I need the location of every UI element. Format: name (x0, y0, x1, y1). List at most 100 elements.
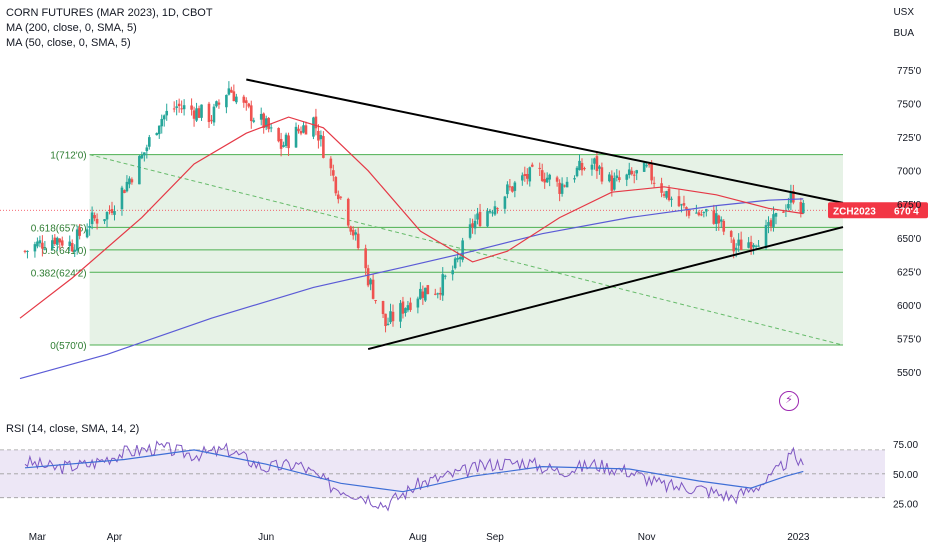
candle-body (75, 229, 79, 251)
candle-body (573, 178, 576, 180)
candle-body (608, 174, 611, 182)
candle-body (33, 244, 37, 252)
candle-body (662, 194, 666, 196)
candle-body (312, 117, 315, 137)
ma50-legend: MA (50, close, 0, SMA, 5) (6, 37, 131, 49)
y-tick-label: 725'0 (897, 133, 922, 144)
ma200-legend: MA (200, close, 0, SMA, 5) (6, 22, 137, 34)
candle-body (667, 188, 671, 201)
candle-body (125, 181, 129, 192)
price-tag: ZCH2023 670'4 (828, 202, 928, 219)
candle-body (421, 291, 425, 298)
candle-body (404, 308, 407, 314)
candle-body (511, 186, 514, 192)
candle-body (95, 218, 99, 224)
unit-label: BUA (893, 28, 914, 39)
candle-body (670, 198, 673, 200)
candle-body (737, 239, 740, 246)
candle-body (409, 302, 412, 310)
candle-body (506, 184, 509, 195)
candle-body (593, 158, 596, 164)
ma200-line (19, 198, 804, 380)
candle-body (555, 177, 559, 182)
candle-body (687, 210, 691, 216)
candle-body (630, 170, 634, 175)
candle-body (43, 248, 47, 250)
candle-body (329, 158, 333, 169)
candle-body (195, 108, 198, 121)
candle-body (610, 175, 614, 191)
candle-body (337, 194, 340, 200)
candle-body (712, 210, 716, 224)
candle-body (702, 212, 706, 214)
lightning-icon[interactable]: ⚡ (779, 391, 799, 411)
candle-body (486, 211, 489, 227)
candle-body (458, 257, 462, 260)
candle-body (575, 167, 579, 177)
candle-body (38, 240, 42, 244)
candle-body (774, 212, 778, 217)
candle-body (642, 162, 646, 172)
candle-body (26, 250, 29, 252)
candle-body (157, 125, 161, 135)
candle-body (769, 220, 773, 227)
candle-body (105, 212, 109, 220)
y-tick-label: 625'0 (897, 267, 922, 278)
x-tick-label: Apr (107, 532, 123, 543)
candle-body (264, 118, 268, 128)
candle-body (530, 164, 534, 167)
rsi-legend: RSI (14, close, SMA, 14, 2) (6, 423, 140, 435)
candle-body (548, 174, 551, 180)
x-tick-label: Nov (638, 532, 656, 543)
candle-body (488, 210, 492, 213)
candle-body (267, 117, 270, 130)
candle-body (210, 119, 213, 121)
candle-body (453, 258, 457, 269)
candle-body (322, 136, 325, 158)
candle-body (540, 170, 544, 181)
candle-body (697, 212, 701, 216)
candle-body (113, 211, 116, 215)
candle-body (734, 247, 738, 250)
rsi-tick-label: 25.00 (893, 500, 918, 511)
candle-body (749, 241, 753, 250)
candle-body (677, 196, 681, 207)
candle-body (177, 103, 181, 107)
candle-body (230, 89, 233, 93)
candle-body (182, 105, 186, 110)
candle-body (513, 182, 517, 191)
candle-body (635, 170, 639, 174)
y-tick-label: 600'0 (897, 301, 922, 312)
candle-body (60, 240, 64, 246)
candle-body (162, 115, 166, 120)
candle-body (787, 203, 790, 209)
candle-body (175, 106, 178, 108)
candle-body (212, 106, 216, 123)
candle-body (232, 91, 236, 102)
candle-body (700, 214, 703, 216)
candle-body (496, 208, 499, 210)
y-tick-label: 650'0 (897, 234, 922, 245)
candle-body (165, 110, 169, 116)
candle-body (351, 229, 355, 236)
candle-body (473, 220, 477, 229)
candle-body (799, 202, 803, 214)
candle-body (433, 293, 437, 295)
candle-body (51, 240, 54, 249)
candle-body (155, 133, 159, 136)
candle-body (366, 268, 370, 286)
candle-body (665, 191, 668, 198)
candle-body (543, 179, 546, 183)
candle-body (138, 156, 141, 185)
candle-body (717, 215, 721, 224)
candle-body (618, 177, 621, 180)
candle-body (416, 298, 420, 308)
candle-body (242, 96, 246, 103)
candle-body (590, 164, 594, 170)
candle-body (148, 137, 151, 147)
candle-body (471, 223, 474, 228)
candle-body (521, 175, 524, 181)
candle-body (41, 242, 44, 249)
fib-label: 0(570'0) (50, 341, 86, 352)
